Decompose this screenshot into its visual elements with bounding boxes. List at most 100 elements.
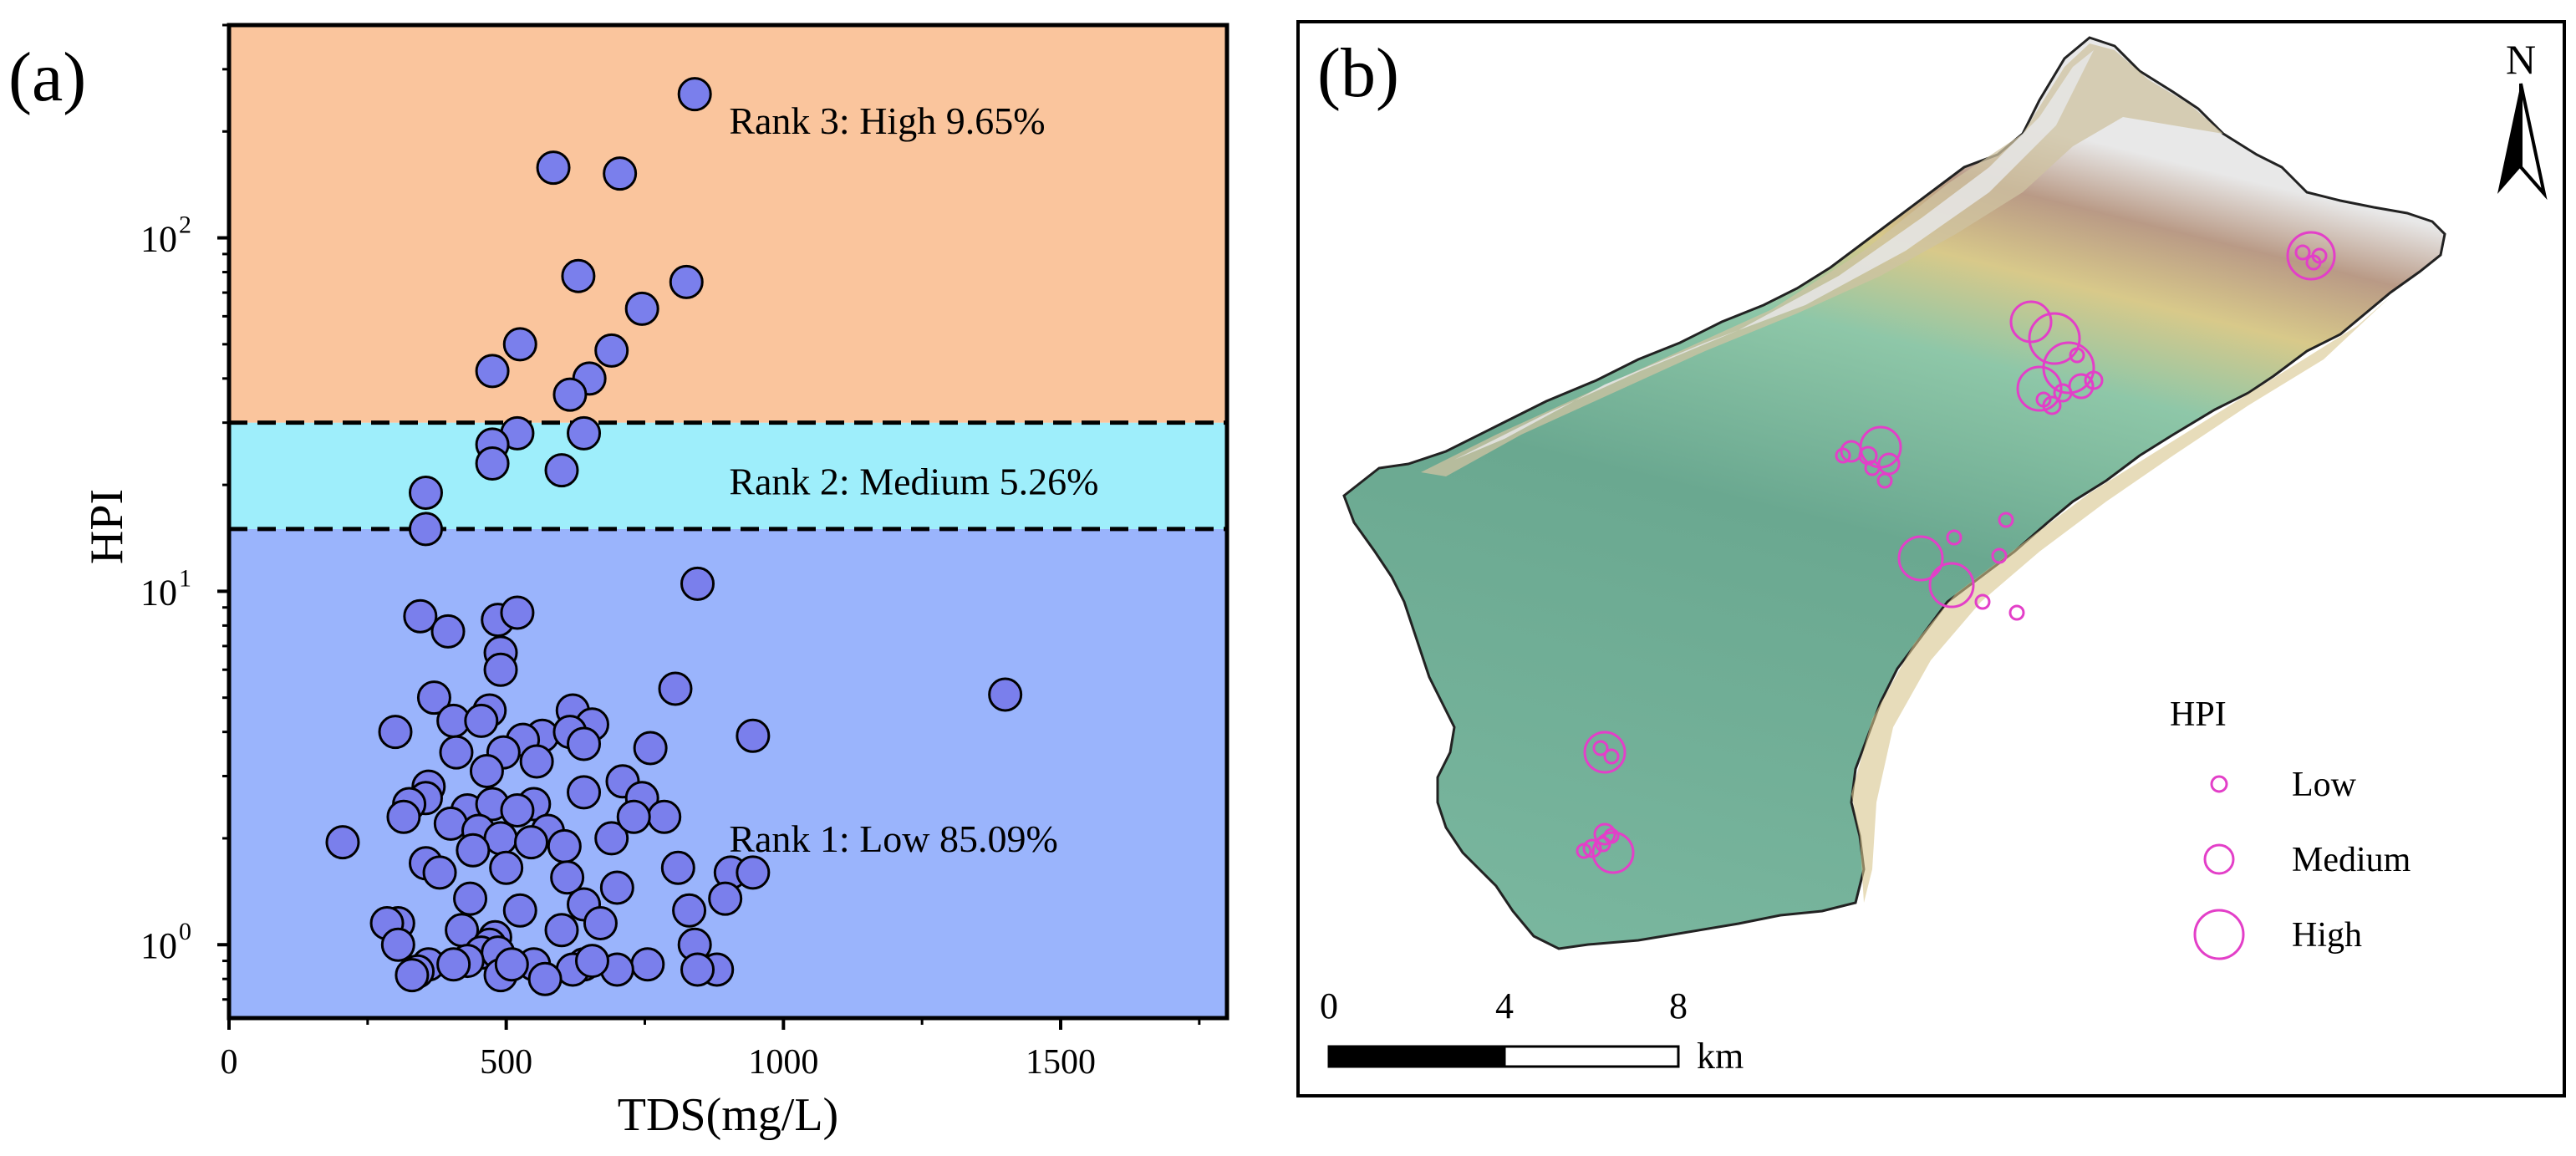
data-point [439,735,474,770]
data-point [464,703,499,738]
sample-site-marker [1576,843,1592,859]
sample-site-marker [1835,447,1851,464]
data-point [469,753,504,788]
sample-site-marker [1582,838,1602,858]
data-point [547,828,582,863]
panel-b-label: (b) [1317,34,1399,112]
sample-site-marker [1991,547,2008,564]
sample-site-marker [2009,300,2053,344]
sample-site-marker [2008,604,2025,621]
sample-site-marker [1974,593,1991,610]
sample-site-marker [2069,347,2085,364]
sample-site-marker [1603,828,1620,844]
plot-frame [227,23,1229,1021]
sample-site-marker [2084,370,2104,390]
y-tick-exponent: 1 [179,564,191,592]
scatter-points [325,77,1023,996]
data-point [660,850,695,885]
data-point [630,947,665,982]
data-point [988,677,1023,712]
data-point [736,718,771,753]
sample-site-marker [1583,731,1627,774]
sample-site-marker [1928,562,1975,609]
data-point [456,833,491,868]
rank-label-rank1: Rank 1: Low 85.09% [729,817,1058,860]
data-point [567,415,602,451]
x-tick-label: 0 [221,1043,238,1082]
data-point [453,881,488,916]
sample-site-marker [1603,748,1620,765]
data-point [624,291,659,326]
band-rank3 [229,25,1227,423]
scale-tick-0: 0 [1320,985,1338,1026]
legend-low-marker [2210,775,2228,793]
sample-site-marker [1591,831,1635,874]
sample-site-marker [1946,529,1963,546]
sample-site-marker [2311,247,2328,264]
x-axis-label: TDS(mg/L) [618,1089,838,1141]
data-point [594,821,629,856]
data-point [669,264,704,299]
legend-high-marker [2193,909,2245,960]
sample-site-marker [2028,312,2081,365]
sample-site-marker [1595,836,1611,853]
y-tick-label: 10 [140,925,177,966]
data-point [380,927,415,962]
band-rank1 [229,528,1227,1018]
scale-bar: 0 4 8 km [1320,985,1744,1077]
data-point [500,595,535,630]
data-point [616,799,651,834]
y-tick-exponent: 0 [179,918,191,945]
data-point [567,775,602,810]
x-axis-ticks: 0 500 1000 1500 [221,1018,1201,1082]
rank-labels: Rank 1: Low 85.09% Rank 2: Medium 5.26% Ra… [729,99,1098,860]
legend-high-label: High [2292,916,2362,955]
data-point [599,870,634,905]
data-point [680,952,715,987]
x-tick-label: 500 [480,1043,532,1082]
data-point [378,715,413,750]
legend-medium-marker [2203,843,2235,875]
sample-site-marker [2016,365,2063,412]
data-point [583,906,618,941]
north-label: N [2506,36,2536,83]
map-legend: HPI Low Medium High [2170,695,2411,960]
sample-site-marker [2294,244,2311,261]
data-point [422,855,457,890]
y-axis-label: HPI [81,489,133,564]
legend-title: HPI [2170,695,2227,734]
data-point [567,726,602,761]
data-point [514,825,549,860]
scale-tick-4: 4 [1495,985,1514,1026]
data-point [680,566,715,601]
data-point [552,377,588,412]
data-point [475,446,510,481]
data-point [395,958,430,993]
data-point [603,156,638,191]
sample-site-marker [2286,231,2336,281]
north-arrow-icon: N [2497,36,2548,201]
data-point [430,614,466,649]
scale-tick-8: 8 [1669,985,1688,1026]
band-rank2 [229,422,1227,529]
data-point [574,944,609,979]
panel-a-label: (a) [8,38,86,116]
data-point [502,893,537,928]
data-point [544,913,579,948]
x-tick-label: 1500 [1026,1043,1096,1082]
data-point [386,799,421,834]
hpi-sample-sites [1576,231,2336,874]
data-point [677,77,712,112]
data-point [672,893,707,928]
sample-site-marker [1897,535,1944,582]
threshold-lines [229,420,1227,532]
x-tick-label: 1000 [748,1043,818,1082]
data-point [408,476,443,511]
data-point [519,744,554,779]
data-point [550,860,585,895]
data-point [489,850,524,885]
sample-site-marker [1593,822,1616,846]
data-point [708,881,743,916]
